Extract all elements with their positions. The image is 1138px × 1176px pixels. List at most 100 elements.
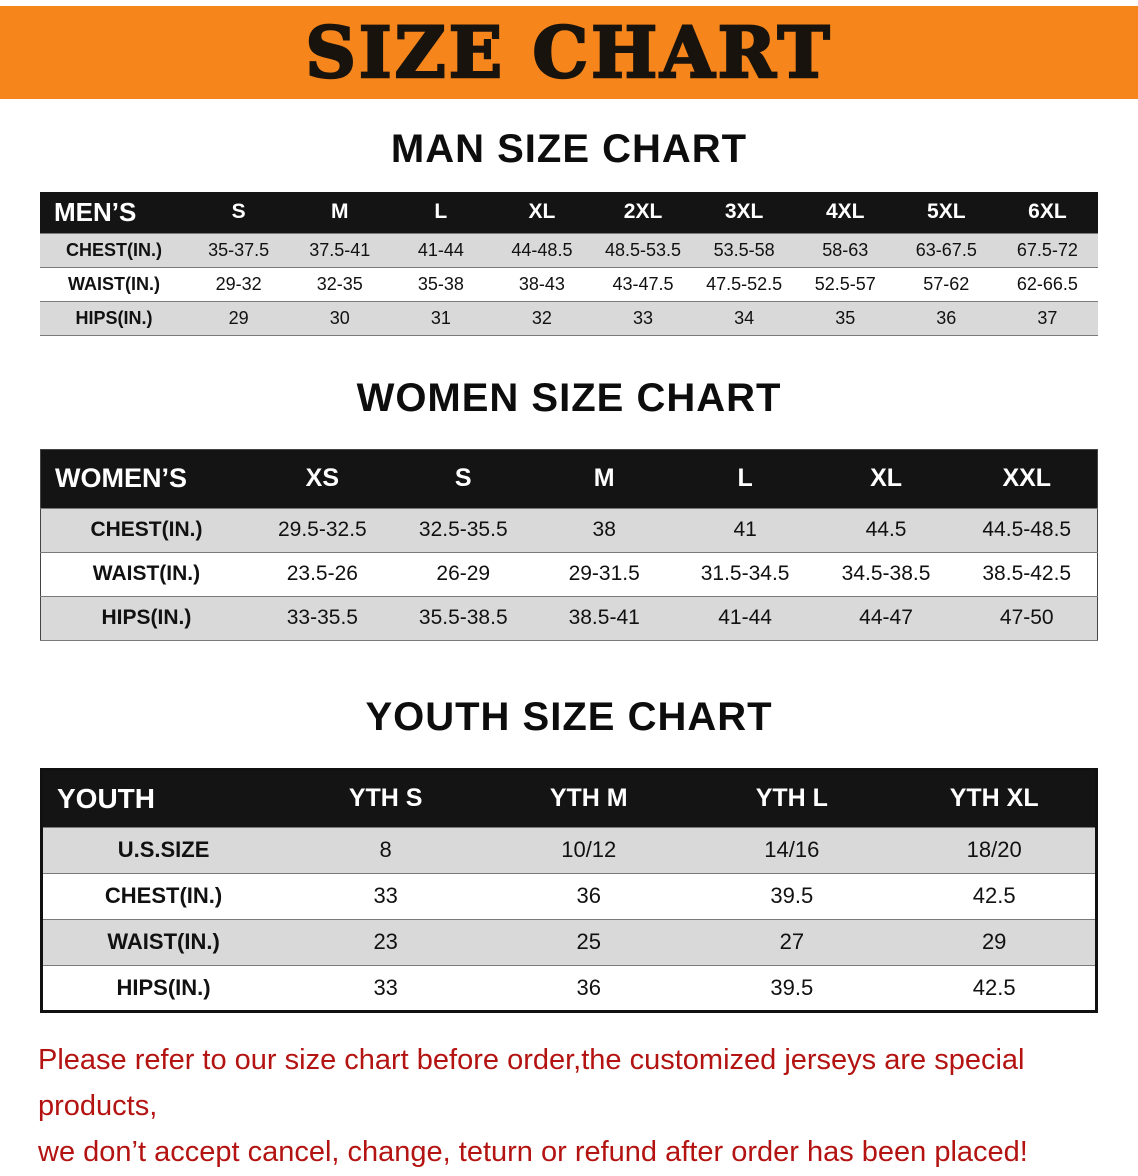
cell-value: 26-29 (436, 562, 491, 585)
cell-value: 33 (633, 307, 654, 328)
cell-value: 23 (373, 929, 398, 954)
cell-value: 53.5-58 (713, 239, 775, 260)
cell-value: 29-32 (215, 273, 262, 294)
column-header: L (390, 192, 492, 233)
column-header: YTH M (487, 769, 691, 827)
cell-value: 31.5-34.5 (700, 562, 790, 585)
table-row: HIPS(IN.) 29 30 31 32 33 34 35 36 37 (40, 301, 1098, 335)
banner: SIZE CHART (0, 6, 1138, 99)
cell-value: 25 (576, 929, 601, 954)
footer-note-line-2: we don’t accept cancel, change, teturn o… (38, 1136, 1028, 1169)
footer-note-line-1: Please refer to our size chart before or… (38, 1043, 1025, 1122)
row-label: WAIST(IN.) (68, 273, 161, 294)
cell-value: 38.5-42.5 (982, 562, 1072, 585)
cell-value: 42.5 (972, 974, 1016, 1000)
men-size-table: MEN’S S M L XL 2XL 3XL 4XL 5XL 6XL CHEST(IN.) 35-37… (40, 192, 1098, 336)
cell-value: 42.5 (972, 883, 1016, 908)
row-label: WAIST(IN.) (107, 929, 220, 954)
cell-value: 33 (373, 883, 398, 908)
cell-value: 36 (576, 883, 601, 908)
table-row: HIPS(IN.) 33-35.5 35.5-38.5 38.5-41 41-44 44-… (40, 596, 1098, 640)
cell-value: 34 (734, 307, 755, 328)
cell-value: 33 (373, 974, 398, 1000)
cell-value: 44.5 (865, 518, 907, 541)
size-chart-page: SIZE CHART MAN SIZE CHART MEN’S S M L XL 2XL 3… (0, 6, 1138, 1176)
cell-value: 23.5-26 (286, 562, 358, 585)
column-header: XL (491, 192, 593, 233)
row-label: CHEST(IN.) (104, 883, 223, 908)
column-header: L (674, 449, 816, 508)
cell-value: 67.5-72 (1016, 239, 1078, 260)
cell-value: 29 (981, 929, 1007, 954)
cell-value: 37 (1037, 307, 1058, 328)
cell-value: 38-43 (518, 273, 565, 294)
banner-title: SIZE CHART (304, 10, 833, 94)
column-header: XXL (956, 449, 1098, 508)
column-header: YTH XL (893, 769, 1097, 827)
cell-value: 30 (329, 307, 350, 328)
cell-value: 32-35 (316, 273, 363, 294)
cell-value: 48.5-53.5 (605, 239, 682, 260)
column-header: S (392, 449, 534, 508)
row-label: HIPS(IN.) (101, 606, 192, 629)
cell-value: 35-38 (417, 273, 464, 294)
cell-value: 63-67.5 (915, 239, 977, 260)
cell-value: 41 (733, 518, 757, 541)
youth-size-table: YOUTH YTH S YTH M YTH L YTH XL U.S.SIZE 8 10/12… (40, 767, 1098, 1013)
cell-value: 8 (379, 837, 392, 862)
cell-value: 35.5-38.5 (418, 606, 508, 629)
women-section-heading: WOMEN SIZE CHART (356, 375, 782, 420)
column-header: 6XL (996, 192, 1098, 233)
table-row: CHEST(IN.) 33 36 39.5 42.5 (41, 873, 1097, 919)
row-label: HIPS(IN.) (116, 974, 211, 1000)
cell-value: 39.5 (770, 974, 814, 1000)
cell-value: 18/20 (966, 837, 1022, 862)
cell-value: 41-44 (417, 239, 464, 260)
column-header: 2XL (592, 192, 694, 233)
cell-value: 47.5-52.5 (706, 273, 783, 294)
cell-value: 32.5-35.5 (418, 518, 508, 541)
row-label: U.S.SIZE (117, 837, 210, 862)
cell-value: 33-35.5 (286, 606, 358, 629)
cell-value: 41-44 (718, 606, 772, 629)
cell-value: 58-63 (822, 239, 869, 260)
cell-value: 34.5-38.5 (841, 562, 931, 585)
cell-value: 62-66.5 (1016, 273, 1078, 294)
cell-value: 57-62 (923, 273, 970, 294)
cell-value: 44.5-48.5 (982, 518, 1072, 541)
table-row: CHEST(IN.) 29.5-32.5 32.5-35.5 38 41 44.5 44.5… (40, 508, 1098, 552)
column-header: 3XL (693, 192, 795, 233)
column-header: M (533, 449, 675, 508)
cell-value: 31 (430, 307, 451, 328)
table-corner-label: YOUTH (41, 769, 285, 827)
cell-value: 37.5-41 (309, 239, 371, 260)
column-header: S (188, 192, 290, 233)
cell-value: 52.5-57 (814, 273, 876, 294)
row-label: WAIST(IN.) (92, 562, 201, 585)
column-header: 5XL (895, 192, 997, 233)
column-header: 4XL (794, 192, 896, 233)
cell-value: 14/16 (764, 837, 820, 862)
table-corner-label: MEN’S (40, 192, 189, 233)
column-header: XL (815, 449, 957, 508)
cell-value: 38 (592, 518, 616, 541)
table-row: WAIST(IN.) 23.5-26 26-29 29-31.5 31.5-34.5 34… (40, 552, 1098, 596)
table-row: WAIST(IN.) 23 25 27 29 (41, 919, 1097, 965)
cell-value: 47-50 (999, 606, 1054, 629)
table-row: HIPS(IN.) 33 36 39.5 42.5 (41, 965, 1097, 1011)
women-size-table: WOMEN’S XS S M L XL XXL CHEST(IN.) 29.5-32.5 32.5… (40, 448, 1098, 641)
header-row: MEN’S S M L XL 2XL 3XL 4XL 5XL 6XL (40, 192, 1098, 233)
cell-value: 29.5-32.5 (277, 518, 367, 541)
table-row: CHEST(IN.) 35-37.5 37.5-41 41-44 44-48.5 48.5… (40, 233, 1098, 267)
cell-value: 35-37.5 (208, 239, 270, 260)
men-section-heading: MAN SIZE CHART (390, 127, 748, 171)
cell-value: 38.5-41 (568, 606, 640, 629)
footer-note: Please refer to our size chart before or… (38, 1037, 1100, 1176)
cell-value: 27 (779, 929, 805, 954)
header-row: YOUTH YTH S YTH M YTH L YTH XL (41, 769, 1097, 827)
row-label: HIPS(IN.) (75, 307, 153, 328)
cell-value: 43-47.5 (612, 273, 674, 294)
table-row: U.S.SIZE 8 10/12 14/16 18/20 (41, 827, 1097, 873)
column-header: M (289, 192, 391, 233)
cell-value: 36 (936, 307, 957, 328)
